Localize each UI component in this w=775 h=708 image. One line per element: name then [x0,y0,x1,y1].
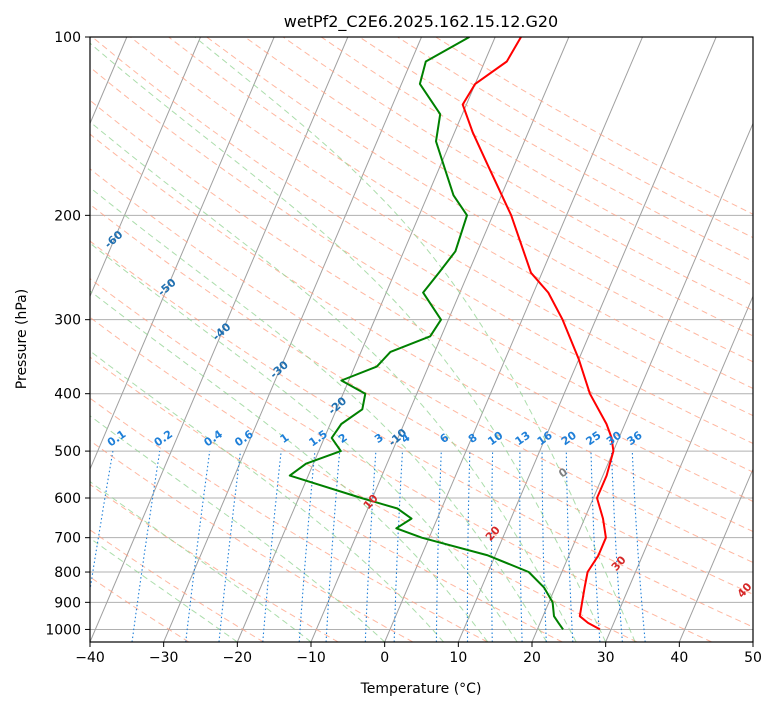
mixing-ratio-line [218,451,242,642]
x-tick-label: −40 [75,650,105,666]
x-tick-label: 10 [449,650,467,666]
dry-adiabat-line [91,37,753,445]
dry-adiabat-line [90,278,712,642]
moist-adiabat-line [90,415,386,642]
moist-adiabat-line [90,481,312,642]
isotherm-line [163,37,422,642]
x-tick-label: 40 [670,650,688,666]
x-tick-label: 0 [380,650,389,666]
y-tick-label: 300 [54,313,81,329]
y-tick-label: 900 [54,595,81,611]
y-tick-label: 100 [54,30,81,46]
dry-adiabat-line [282,37,753,312]
isotherm-line [236,37,496,642]
y-tick-label: 800 [54,565,81,581]
dry-adiabat-line [90,529,264,642]
dry-adiabat-label: 40 [735,580,755,600]
x-tick-label: −30 [149,650,179,666]
moist-adiabat-line [90,242,518,642]
dry-adiabat-line [90,133,753,533]
y-tick-label: 700 [54,531,81,547]
isotherm-line [531,122,753,642]
isotherm-line [384,37,643,642]
overlay-layer [90,37,753,642]
dry-adiabat-line [90,203,753,595]
isotherm-line [457,37,717,642]
mixing-ratio-line [131,451,161,642]
dry-adiabat-line [90,240,753,628]
y-tick-label: 400 [54,387,81,403]
x-tick-label: 30 [597,650,615,666]
isotherm-line [90,37,201,298]
moist-adiabat-line [90,350,444,642]
moist-adiabat-line [90,42,607,642]
moist-adiabat-line [194,37,636,642]
x-tick-label: −10 [296,650,326,666]
series-layer [288,37,615,631]
mixing-ratio-line [90,451,114,594]
mixing-ratio-line [298,451,316,642]
isotherm-line [605,295,753,642]
isotherm-line [90,37,349,642]
dry-adiabat-line [168,37,753,389]
y-tick-label: 600 [54,491,81,507]
mixing-ratio-line [631,451,646,642]
dry-adiabat-line [244,37,753,337]
x-tick-label: 20 [523,650,541,666]
isotherm-line [90,37,275,471]
chart-title: wetPf2_C2E6.2025.162.15.12.G20 [284,12,558,32]
dry-adiabat-line [90,483,339,642]
x-tick-label: 50 [744,650,762,666]
mixing-ratio-line [185,451,211,642]
x-axis-label: Temperature (°C) [360,681,482,697]
y-axis-label: Pressure (hPa) [14,289,30,389]
y-tick-label: 1000 [45,622,81,638]
dry-adiabat-line [130,37,753,417]
plot-frame [89,36,754,643]
dry-adiabat-line [90,99,753,502]
y-tick-label: 500 [54,444,81,460]
axis-ticks: −40 −30 −20 −10 0 10 20 30 40 50 100 200 300 400 500 60… [45,30,762,666]
y-tick-label: 200 [54,208,81,224]
moist-adiabat-line [90,290,489,642]
isotherm-line [678,467,753,642]
dewpoint-profile-line [288,37,564,630]
mixing-ratio-line [262,451,282,642]
dry-adiabat-line [90,168,753,563]
moist-adiabat-line [90,537,238,642]
dry-adiabat-line [90,356,563,642]
x-tick-label: −20 [223,650,253,666]
temperature-profile-line [461,37,615,631]
moist-adiabat-line [90,121,577,642]
